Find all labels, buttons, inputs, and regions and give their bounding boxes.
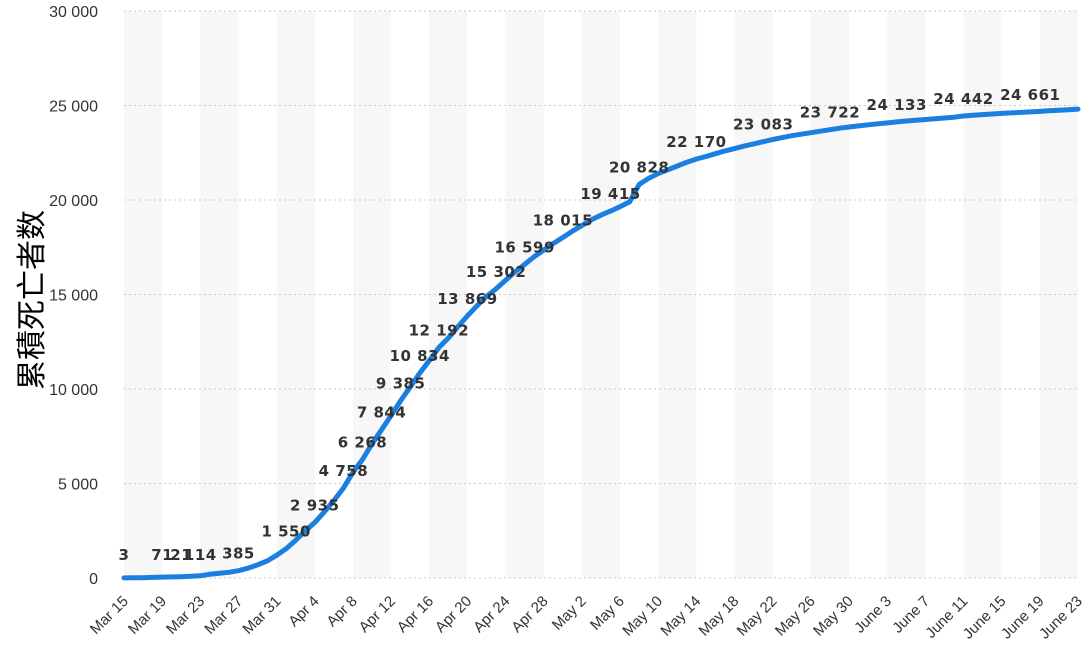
data-label: 6 268 [338, 434, 387, 452]
x-tick-label: June 3 [851, 593, 895, 637]
x-tick-label: May 14 [657, 593, 704, 640]
x-tick-label: Mar 23 [163, 593, 208, 638]
series-line-cumulative-deaths [121, 106, 1081, 581]
y-tick-label: 0 [89, 571, 98, 588]
x-tick-label: Mar 31 [239, 593, 284, 638]
gridlines [124, 10, 1078, 579]
data-label: 19 415 [580, 185, 640, 203]
y-tick-label: 10 000 [49, 382, 98, 399]
y-tick-label: 30 000 [49, 4, 98, 21]
x-tick-label: May 2 [549, 593, 590, 634]
data-label: 15 302 [466, 263, 526, 281]
x-tick-label: May 26 [772, 593, 819, 640]
x-tick-label: Apr 4 [285, 593, 322, 630]
data-label: 20 828 [609, 158, 669, 176]
data-label: 12 192 [409, 322, 469, 340]
x-tick-label: Mar 27 [201, 593, 246, 638]
data-label: 13 869 [437, 290, 497, 308]
x-tick-label: Mar 19 [125, 593, 170, 638]
x-tick-label: Apr 16 [394, 593, 437, 636]
x-tick-label: Mar 15 [87, 593, 132, 638]
y-tick-label: 25 000 [49, 99, 98, 116]
x-tick-label: May 22 [734, 593, 781, 640]
data-label: 9 385 [376, 375, 425, 393]
data-label: 24 661 [1000, 86, 1060, 104]
y-axis-ticks: 0 5 000 10 000 15 000 20 000 25 000 30 000 [49, 4, 98, 588]
background-band [1039, 11, 1078, 578]
data-label: 71 [151, 546, 173, 564]
data-label: 4 758 [319, 462, 368, 480]
data-label: 22 170 [666, 133, 726, 151]
data-label: 24 442 [933, 90, 993, 108]
data-label: 24 133 [867, 96, 927, 114]
y-tick-label: 5 000 [58, 477, 98, 494]
x-tick-label: Apr 20 [432, 593, 475, 636]
x-tick-label: May 18 [696, 593, 743, 640]
data-label: 18 015 [533, 212, 593, 230]
data-label: 23 083 [733, 116, 793, 134]
data-label: 385 [222, 545, 255, 563]
x-tick-label: Apr 12 [356, 593, 399, 636]
x-tick-label: Apr 24 [470, 593, 513, 636]
data-label: 23 722 [800, 104, 860, 122]
data-label: 1 550 [261, 523, 310, 541]
data-label: 7 844 [357, 404, 406, 422]
x-tick-label: May 30 [810, 593, 857, 640]
y-axis-label: 累積死亡者数 [15, 210, 50, 390]
data-label: 16 599 [494, 238, 554, 256]
x-tick-label: June 23 [1036, 593, 1085, 643]
data-label: 3 [119, 546, 130, 564]
x-tick-label: Apr 28 [508, 593, 551, 636]
y-tick-label: 20 000 [49, 193, 98, 210]
data-label: 10 834 [390, 347, 450, 365]
data-label: 21 [170, 546, 192, 564]
x-tick-label: May 10 [619, 593, 666, 640]
y-tick-label: 15 000 [49, 288, 98, 305]
data-label: 114 [184, 546, 217, 564]
data-label: 2 935 [290, 497, 339, 515]
